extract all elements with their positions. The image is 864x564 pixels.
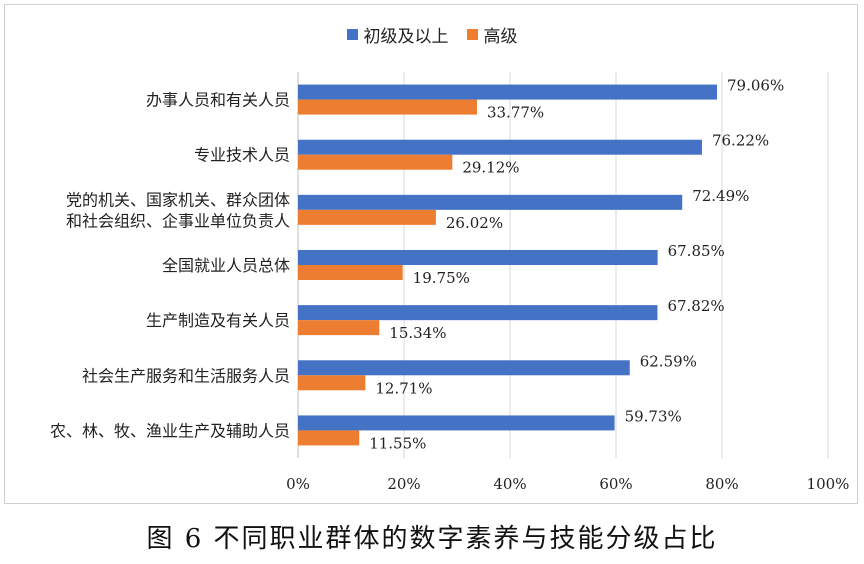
bar-primary [298,415,615,431]
tick-label-80: 80% [705,475,738,493]
category-label: 办事人员和有关人员 [146,91,290,110]
legend-item-advanced: 高级 [466,22,518,47]
bar-advanced [298,265,403,280]
legend-label-primary: 初级及以上 [363,27,449,47]
tick-label-40: 40% [493,475,526,493]
legend-label-advanced: 高级 [483,27,518,47]
value-label-primary: 62.59% [640,352,697,370]
value-label-advanced: 29.12% [462,159,519,177]
value-label-primary: 67.82% [667,297,724,315]
bar-advanced [298,99,477,115]
value-label-primary: 67.85% [668,242,725,260]
value-label-primary: 79.06% [727,77,784,95]
bar-chart: 0% 20% 40% 60% 80% 100% 办事人员和有关人员 79.06% 33.77% 专… [50,72,850,493]
bar-primary [298,194,683,210]
bar-primary [298,305,658,321]
tick-label-0: 0% [286,475,310,493]
tick-label-100: 100% [807,475,850,493]
tick-label-20: 20% [387,475,420,493]
bar-advanced [298,154,453,170]
bar-advanced [298,320,380,336]
bar-primary [298,84,718,100]
bar-primary [298,139,702,155]
category-label: 生产制造及有关人员 [146,311,290,330]
category-label: 专业技术人员 [194,146,290,165]
value-label-primary: 76.22% [712,132,769,150]
value-label-advanced: 19.75% [413,269,470,287]
bar-advanced [298,430,360,446]
value-label-primary: 59.73% [625,407,682,425]
category-label: 社会生产服务和生活服务人员 [82,366,290,385]
legend: 初级及以上 高级 [0,22,864,47]
value-label-advanced: 33.77% [487,104,544,122]
value-label-primary: 72.49% [692,187,749,205]
category-label: 党的机关、国家机关、群众团体 [66,190,290,209]
category-label: 农、林、牧、渔业生产及辅助人员 [50,421,290,440]
value-label-advanced: 26.02% [446,214,503,232]
value-label-advanced: 11.55% [369,434,426,452]
legend-item-primary: 初级及以上 [346,22,449,47]
legend-swatch-advanced [466,29,478,40]
value-label-advanced: 12.71% [375,379,432,397]
value-label-advanced: 15.34% [389,324,446,342]
legend-swatch-primary [346,29,358,40]
bar-advanced [298,209,436,225]
bar-advanced [298,375,366,391]
category-label: 全国就业人员总体 [162,256,290,275]
figure-caption: 图 6 不同职业群体的数字素养与技能分级占比 [146,524,718,554]
bar-primary [298,250,658,265]
tick-label-60: 60% [599,475,632,493]
category-label: 和社会组织、企事业单位负责人 [66,211,290,230]
bar-primary [298,360,630,376]
